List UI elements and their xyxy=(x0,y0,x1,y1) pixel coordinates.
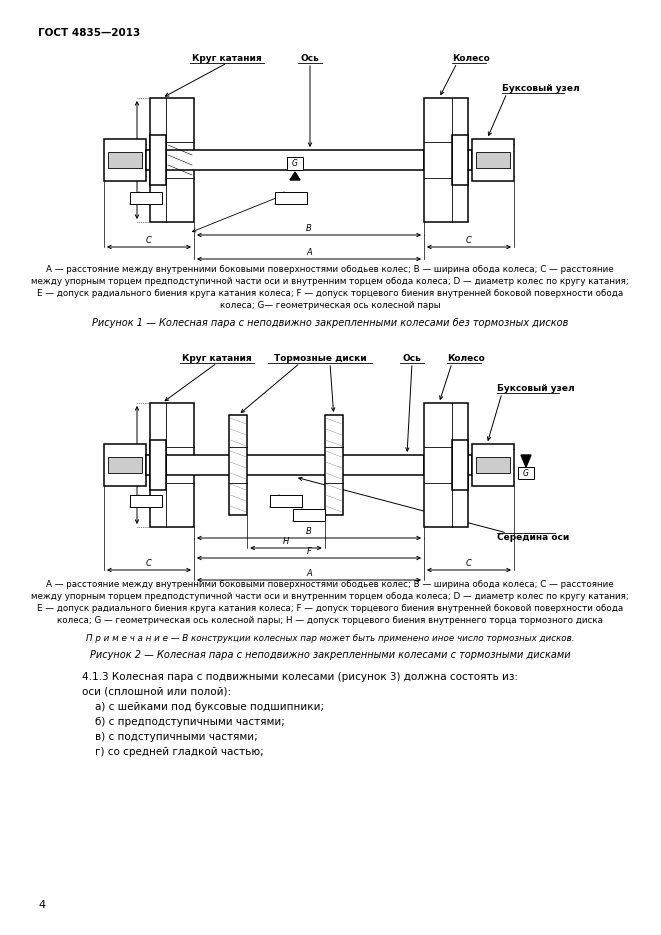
Text: C: C xyxy=(466,559,472,568)
Bar xyxy=(108,457,142,473)
Bar xyxy=(150,440,166,490)
Text: E G: E G xyxy=(141,498,153,504)
Text: а) с шейками под буксовые подшипники;: а) с шейками под буксовые подшипники; xyxy=(95,702,324,712)
Text: б) с предподступичными частями;: б) с предподступичными частями; xyxy=(95,717,285,727)
Bar xyxy=(293,509,325,521)
Bar xyxy=(270,495,302,507)
Bar xyxy=(325,415,342,515)
Text: Тормозные диски: Тормозные диски xyxy=(274,354,366,363)
Bar xyxy=(166,150,424,170)
Text: между упорным торцем предподступичной части оси и внутренним торцем обода колеса: между упорным торцем предподступичной ча… xyxy=(31,592,629,601)
Text: ГОСТ 4835—2013: ГОСТ 4835—2013 xyxy=(38,28,140,38)
Bar xyxy=(108,152,142,168)
Text: Колесо: Колесо xyxy=(447,354,485,363)
Polygon shape xyxy=(521,455,531,467)
Bar xyxy=(146,455,150,475)
Text: Рисунок 1 — Колесная пара с неподвижно закрепленными колесами без тормозных диск: Рисунок 1 — Колесная пара с неподвижно з… xyxy=(92,318,568,328)
Bar xyxy=(424,98,468,222)
Bar xyxy=(287,157,303,170)
Text: Середина оси: Середина оси xyxy=(497,533,569,542)
Bar xyxy=(130,192,162,204)
Text: H G: H G xyxy=(281,498,294,504)
Text: Колесо: Колесо xyxy=(452,54,490,63)
Text: Е — допуск радиального биения круга катания колеса; F — допуск торцевого биения : Е — допуск радиального биения круга ката… xyxy=(37,289,623,298)
Text: в) с подступичными частями;: в) с подступичными частями; xyxy=(95,732,258,742)
Bar xyxy=(150,403,194,527)
Text: П р и м е ч а н и е — В конструкции колесных пар может быть применено иное число: П р и м е ч а н и е — В конструкции коле… xyxy=(86,634,574,643)
Text: А — расстояние между внутренними боковыми поверхностями ободьев колес; В — ширин: А — расстояние между внутренними боковым… xyxy=(46,580,614,589)
Text: A: A xyxy=(306,248,312,257)
Bar xyxy=(275,192,307,204)
Text: G: G xyxy=(292,159,298,167)
Text: Круг катания: Круг катания xyxy=(192,54,262,63)
Text: Рисунок 2 — Колесная пара с неподвижно закрепленными колесами с тормозными диска: Рисунок 2 — Колесная пара с неподвижно з… xyxy=(90,650,570,660)
Text: A: A xyxy=(306,569,312,578)
Bar xyxy=(424,403,468,527)
Bar xyxy=(130,495,162,507)
Bar xyxy=(146,150,150,170)
Text: F G: F G xyxy=(304,512,315,518)
Bar xyxy=(452,135,468,185)
Bar xyxy=(452,440,468,490)
Text: F G: F G xyxy=(286,195,297,201)
Bar xyxy=(472,444,514,486)
Text: Буксовый узел: Буксовый узел xyxy=(502,84,580,93)
Text: Ось: Ось xyxy=(301,54,319,63)
Bar xyxy=(229,415,247,515)
Text: D: D xyxy=(126,155,133,165)
Text: H: H xyxy=(283,537,289,546)
Text: Круг катания: Круг катания xyxy=(182,354,252,363)
Text: колеса; G— геометрическая ось колесной пары: колеса; G— геометрическая ось колесной п… xyxy=(219,301,440,310)
Bar xyxy=(150,98,194,222)
Bar xyxy=(468,150,472,170)
Text: G: G xyxy=(523,468,529,478)
Text: F: F xyxy=(307,547,311,556)
Text: Буксовый узел: Буксовый узел xyxy=(497,384,574,393)
Bar xyxy=(472,139,514,181)
Text: г) со средней гладкой частью;: г) со средней гладкой частью; xyxy=(95,747,264,757)
Bar xyxy=(468,455,472,475)
Text: C: C xyxy=(466,236,472,245)
Text: C: C xyxy=(146,559,152,568)
Bar xyxy=(166,455,424,475)
Text: D: D xyxy=(126,461,133,469)
Text: оси (сплошной или полой):: оси (сплошной или полой): xyxy=(82,687,231,697)
Text: колеса; G — геометрическая ось колесной пары; H — допуск торцевого биения внутре: колеса; G — геометрическая ось колесной … xyxy=(57,616,603,625)
Bar xyxy=(476,152,510,168)
Text: E G: E G xyxy=(141,195,153,201)
Text: А — расстояние между внутренними боковыми поверхностями ободьев колес; В — ширин: А — расстояние между внутренними боковым… xyxy=(46,265,614,274)
Text: 4: 4 xyxy=(38,900,45,910)
Text: C: C xyxy=(146,236,152,245)
Polygon shape xyxy=(290,172,300,180)
Bar xyxy=(104,444,146,486)
Text: B: B xyxy=(306,527,312,536)
Text: 4.1.3 Колесная пара с подвижными колесами (рисунок 3) должна состоять из:: 4.1.3 Колесная пара с подвижными колесам… xyxy=(82,672,518,682)
Bar xyxy=(518,467,534,479)
Bar xyxy=(150,135,166,185)
Text: Е — допуск радиального биения круга катания колеса; F — допуск торцевого биения : Е — допуск радиального биения круга ката… xyxy=(37,604,623,613)
Text: B: B xyxy=(306,224,312,233)
Bar xyxy=(104,139,146,181)
Bar xyxy=(476,457,510,473)
Text: между упорным торцем предподступичной части оси и внутренним торцем обода колеса: между упорным торцем предподступичной ча… xyxy=(31,277,629,286)
Text: Ось: Ось xyxy=(403,354,422,363)
